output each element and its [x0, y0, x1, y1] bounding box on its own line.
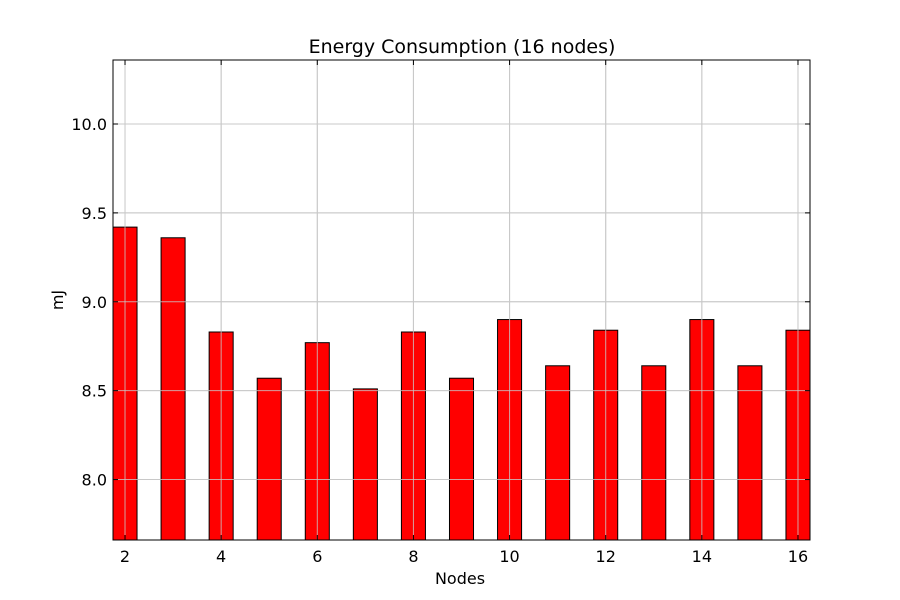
- bars: [112, 60, 811, 541]
- plot-frame: [112, 59, 811, 541]
- bar-node-9: [448, 377, 475, 541]
- x-tick-label: 4: [216, 547, 226, 566]
- x-axis-label: Nodes: [435, 569, 485, 588]
- bar-node-5: [256, 377, 282, 541]
- x-tick-label: 14: [692, 547, 712, 566]
- bar-node-11: [545, 365, 571, 541]
- y-tick-label: 10.0: [71, 115, 107, 134]
- grid-overlay: [113, 60, 810, 540]
- x-tick-label: 2: [120, 547, 130, 566]
- y-tick-label: 8.5: [82, 382, 107, 401]
- y-tick-label: 9.5: [82, 204, 107, 223]
- y-tick-label: 9.0: [82, 293, 107, 312]
- y-tick-label: 8.0: [82, 471, 107, 490]
- bar-node-3: [160, 237, 186, 541]
- x-tick-label: 6: [312, 547, 322, 566]
- x-tick-label: 16: [788, 547, 808, 566]
- y-tick-labels: 8.0 8.5 9.0 9.5 10.0: [71, 115, 107, 490]
- y-axis-label: mJ: [48, 290, 67, 310]
- x-tick-label: 10: [499, 547, 519, 566]
- bar-node-13: [641, 365, 667, 541]
- axis-ticks: [113, 60, 810, 540]
- x-tick-labels: 2 4 6 8 10 12 14 16: [120, 547, 808, 566]
- bar-node-15: [737, 365, 763, 541]
- chart-title: Energy Consumption (16 nodes): [309, 36, 616, 58]
- bar-node-7: [352, 388, 378, 541]
- x-tick-label: 12: [596, 547, 616, 566]
- x-tick-label: 8: [408, 547, 418, 566]
